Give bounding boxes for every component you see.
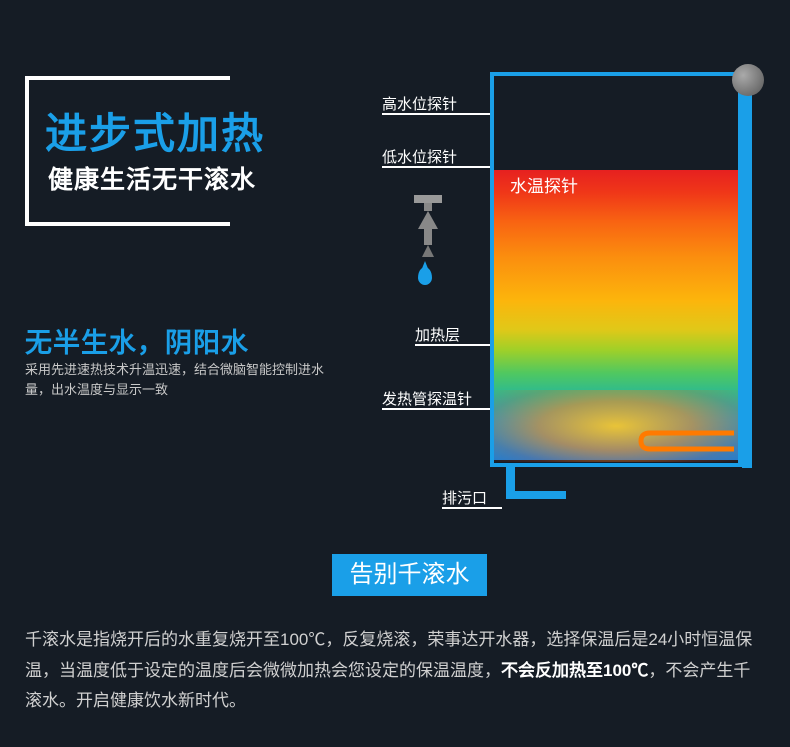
water-drop-icon [418, 267, 432, 285]
drain-pipe-h [506, 491, 566, 499]
label-high-probe: 高水位探针 [382, 93, 457, 114]
leader-low-probe [382, 166, 490, 168]
label-low-probe: 低水位探针 [382, 146, 457, 167]
label-drain: 排污口 [442, 487, 487, 508]
label-temp-probe: 水温探针 [510, 172, 578, 197]
pipe-vertical [742, 80, 752, 468]
tap-icon [408, 195, 448, 265]
leader-heat-layer [415, 344, 490, 346]
pipe-valve-ball-icon [732, 64, 764, 96]
pipe-flange-1 [740, 154, 752, 182]
tank-diagram [490, 72, 742, 492]
label-heat-layer: 加热层 [415, 324, 460, 345]
tank-border [490, 72, 742, 467]
para-strong: 不会反加热至100℃ [501, 661, 648, 680]
callout-banner: 告别千滚水 [332, 554, 487, 596]
pipe-connector-1 [742, 104, 752, 114]
leader-drain [442, 507, 502, 509]
description-paragraph: 千滚水是指烧开后的水重复烧开至100℃，反复烧滚，荣事达开水器，选择保温后是24… [25, 625, 765, 717]
section2-body: 采用先进速热技术升温迅速，结合微脑智能控制进水量，出水温度与显示一致 [25, 360, 345, 399]
pipe-flange-2 [740, 296, 752, 324]
section2-title: 无半生水，阴阳水 [25, 321, 249, 360]
main-subtitle: 健康生活无干滚水 [48, 160, 256, 196]
label-heater-probe: 发热管探温针 [382, 388, 472, 409]
pipe-flange-3 [740, 438, 752, 466]
leader-high-probe [382, 113, 490, 115]
leader-heater-probe [382, 408, 490, 410]
main-title: 进步式加热 [45, 100, 265, 161]
